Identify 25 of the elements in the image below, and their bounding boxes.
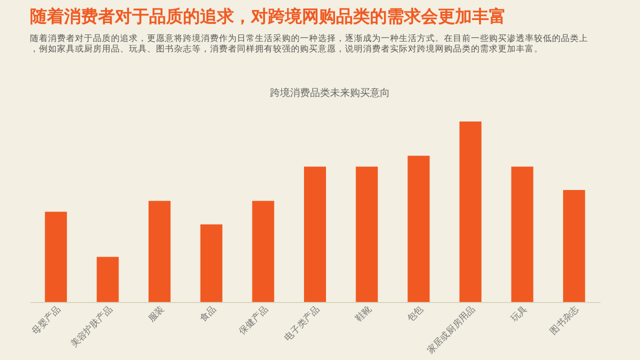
chart-subtitle: 随着消费者对于品质的追求，更愿意将跨境消费作为日常生活采购的一种选择，逐渐成为一种生活方式。在目前一些购买渗透率较低的品类上，例如家具或厨房用品、玩具、图书杂志等，消费者同样拥有较强的购买意愿，说明消费者实际对跨境网购品类的需求更加丰富。 — [30, 33, 588, 54]
bar — [148, 200, 171, 302]
bar — [356, 166, 378, 302]
bar — [408, 156, 430, 302]
x-tick-label: 鞋靴 — [353, 304, 374, 324]
text: 跨境消费品类未来购买意向 — [270, 87, 390, 99]
x-tick-label: 服装 — [146, 304, 167, 324]
bar — [252, 200, 274, 302]
bar — [200, 224, 222, 302]
x-tick-label: 美容护肤产品 — [68, 304, 115, 350]
bar — [459, 121, 482, 302]
x-tick-label: 图书杂志 — [548, 304, 582, 338]
x-tick-label: 食品 — [198, 304, 218, 324]
x-tick-label: 包包 — [405, 304, 426, 324]
bar — [96, 256, 119, 302]
bar — [563, 190, 586, 302]
chart-title: 随着消费者对于品质的追求，对跨境网购品类的需求会更加丰富 — [30, 7, 506, 27]
bar — [44, 212, 67, 302]
x-tick-label: 保健产品 — [237, 304, 270, 338]
x-tick-label: 电子类产品 — [282, 304, 322, 344]
x-tick-label: 玩具 — [508, 304, 530, 324]
bar — [304, 166, 326, 302]
bar — [511, 166, 534, 302]
x-tick-label: 家居或厨房用品 — [425, 304, 478, 356]
x-tick-label: 母婴产品 — [30, 304, 63, 338]
